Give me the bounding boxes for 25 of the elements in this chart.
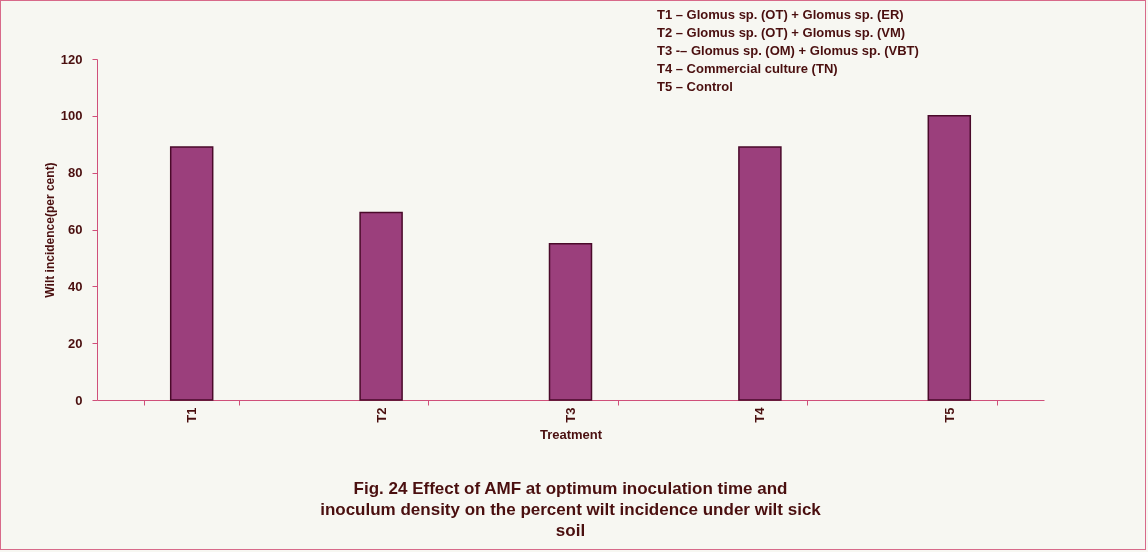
text: T2 – Glomus sp. (OT) + Glomus sp. (VM) [657, 25, 906, 40]
y-tick-label: 80 [68, 165, 83, 181]
y-tick-label: 100 [60, 108, 83, 124]
y-tick-label: 120 [60, 51, 83, 67]
y-tick-label: 60 [68, 222, 83, 237]
text: Fig. 24 Effect of AMF at optimum inoculation time and inoculum density on the percent wilt incidence under wilt sick soil [320, 479, 822, 541]
annotation: T5 – Control [657, 79, 733, 94]
annotation: T4 – Commercial culture (TN) [657, 61, 838, 76]
x-tick-label: T4 [752, 406, 768, 423]
x-axis-title: Treatment [539, 426, 603, 442]
x-tick-label: T3 [563, 407, 578, 423]
x-tick-label: T2 [373, 407, 389, 423]
bar [169, 146, 214, 401]
bar [738, 146, 782, 401]
x-tick-label: T1 [184, 407, 200, 423]
x-tick-label: T5 [941, 407, 957, 423]
y-tick-label: 0 [75, 392, 83, 408]
text: T3 -– Glomus sp. (OM) + Glomus sp. (VBT) [657, 43, 919, 58]
y-tick-label: 20 [68, 335, 83, 351]
y-axis-title: Wilt incidence(per cent) [42, 162, 57, 298]
bar [359, 211, 403, 401]
text: T1 – Glomus sp. (OT) + Glomus sp. (ER) [657, 7, 904, 22]
bar [548, 242, 593, 401]
y-tick-label: 40 [68, 278, 83, 294]
bar [927, 115, 972, 401]
